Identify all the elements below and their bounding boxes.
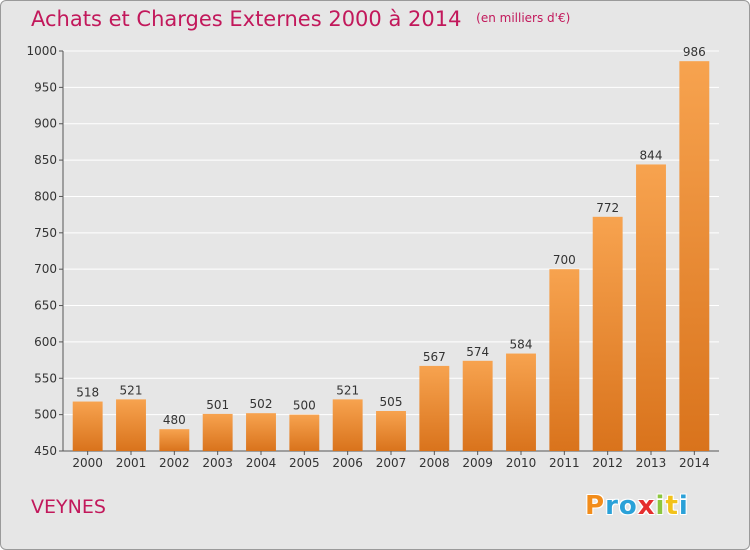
chart-title: Achats et Charges Externes 2000 à 2014 (… <box>31 7 570 31</box>
bar-value-label: 584 <box>510 338 533 352</box>
bar <box>549 269 580 451</box>
bar-value-label: 700 <box>553 253 576 267</box>
x-tick-label: 2006 <box>332 456 363 470</box>
bar <box>116 399 146 451</box>
bar <box>332 399 363 451</box>
bar-value-label: 505 <box>380 395 403 409</box>
bar <box>419 365 450 451</box>
x-tick-label: 2008 <box>419 456 450 470</box>
y-tick-label: 800 <box>34 189 57 203</box>
x-tick-label: 2009 <box>462 456 493 470</box>
bar-value-label: 567 <box>423 350 446 364</box>
y-tick-label: 1000 <box>26 44 57 58</box>
bar-value-label: 574 <box>466 345 489 359</box>
x-tick-label: 2002 <box>159 456 190 470</box>
logo-letter: i <box>678 491 689 521</box>
y-tick-label: 650 <box>34 299 57 313</box>
bar <box>376 411 406 451</box>
x-tick-label: 2014 <box>679 456 710 470</box>
bar-value-label: 772 <box>596 201 619 215</box>
chart-unit: (en milliers d'€) <box>476 11 571 25</box>
bar <box>72 401 103 451</box>
y-tick-label: 900 <box>34 117 57 131</box>
logo-letter: P <box>585 491 606 521</box>
x-tick-label: 2010 <box>506 456 537 470</box>
logo-letter: r <box>605 491 619 521</box>
bar <box>159 429 190 451</box>
logo-letter: t <box>665 491 679 521</box>
bar-value-label: 521 <box>120 383 143 397</box>
y-tick-label: 750 <box>34 226 57 240</box>
bar-value-label: 521 <box>336 383 359 397</box>
x-tick-label: 2007 <box>376 456 407 470</box>
bar-value-label: 844 <box>640 148 663 162</box>
bar <box>592 216 623 451</box>
proxiti-logo: Proxiti <box>585 491 689 521</box>
x-tick-label: 2000 <box>72 456 103 470</box>
y-tick-label: 500 <box>34 408 57 422</box>
city-name: VEYNES <box>31 496 106 518</box>
bar <box>289 414 320 451</box>
x-tick-label: 2011 <box>549 456 580 470</box>
bar-value-label: 986 <box>683 45 706 59</box>
logo-letter: i <box>655 491 666 521</box>
bar-value-label: 502 <box>250 397 273 411</box>
y-tick-label: 950 <box>34 80 57 94</box>
y-tick-label: 850 <box>34 153 57 167</box>
x-tick-label: 2001 <box>116 456 147 470</box>
y-tick-label: 700 <box>34 262 57 276</box>
bar-value-label: 480 <box>163 413 186 427</box>
x-tick-label: 2012 <box>592 456 623 470</box>
x-tick-label: 2005 <box>289 456 320 470</box>
bar <box>202 413 233 451</box>
bar <box>462 360 493 451</box>
bar-value-label: 518 <box>76 386 99 400</box>
bar <box>679 61 710 451</box>
chart-title-text: Achats et Charges Externes 2000 à 2014 <box>31 7 462 31</box>
y-tick-label: 450 <box>34 444 57 458</box>
bar-value-label: 501 <box>206 398 229 412</box>
bar <box>506 353 536 451</box>
bar <box>246 413 276 451</box>
bar <box>636 164 666 452</box>
y-tick-label: 600 <box>34 335 57 349</box>
x-tick-label: 2004 <box>246 456 277 470</box>
y-tick-label: 550 <box>34 371 57 385</box>
logo-letter: o <box>618 491 638 521</box>
bar-value-label: 500 <box>293 399 316 413</box>
x-tick-label: 2003 <box>202 456 233 470</box>
x-tick-label: 2013 <box>636 456 667 470</box>
logo-letter: x <box>637 491 656 521</box>
